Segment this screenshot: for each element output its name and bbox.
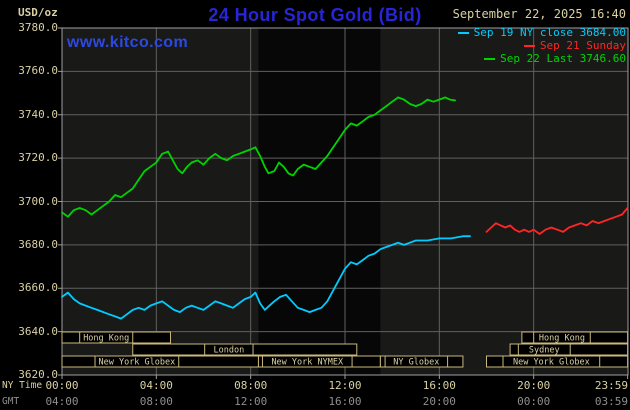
y-axis-tick-label: 3680.0 xyxy=(18,237,58,251)
session-label-box xyxy=(384,355,449,368)
session-label: New York Globex xyxy=(513,358,590,368)
session-label-box xyxy=(79,331,134,344)
session-label-box xyxy=(517,343,571,356)
legend-label: Sep 19 NY close 3684.00 xyxy=(473,26,626,39)
session-label-box xyxy=(533,331,591,344)
x-axis-tick-label: 12:00 xyxy=(328,379,362,392)
x-axis-tick-label: 04:00 xyxy=(139,379,173,392)
y-axis-tick-label: 3660.0 xyxy=(18,281,58,295)
y-axis-tick-label: 3720.0 xyxy=(18,151,58,165)
legend-line-swatch-red xyxy=(523,44,535,47)
legend-line-swatch-cyan xyxy=(457,31,469,34)
x-axis-tick-label: 20:00 xyxy=(517,379,551,392)
legend-line-swatch-green xyxy=(484,57,496,60)
session-label: London xyxy=(213,346,244,356)
session-label: New York Globex xyxy=(98,358,175,368)
legend-label: Sep 22 Last 3746.60 xyxy=(500,52,626,65)
y-axis-tick-label: 3640.0 xyxy=(18,324,58,338)
datetime-label: September 22, 2025 16:40 xyxy=(452,7,626,21)
y-axis-tick-label: 3700.0 xyxy=(18,194,58,208)
session-label: NY Globex xyxy=(393,358,439,368)
session-label-box xyxy=(261,355,353,368)
x-axis-tick-label: 16:00 xyxy=(422,379,456,392)
y-axis-tick-label: 3760.0 xyxy=(18,64,58,78)
x-axis-tick-label: 08:00 xyxy=(234,379,268,392)
x-axis-tick-label: 03:59 xyxy=(594,395,628,408)
x-axis-tick-label: 23:59 xyxy=(594,379,628,392)
legend-item: Sep 21 Sunday xyxy=(458,39,626,52)
chart-title: 24 Hour Spot Gold (Bid) xyxy=(208,5,422,25)
x-axis-tick-label: 08:00 xyxy=(139,395,173,408)
session-label-box xyxy=(94,355,180,368)
session-label: Hong Kong xyxy=(83,334,129,344)
session-label-box xyxy=(502,355,601,368)
units-label: USD/oz xyxy=(18,6,58,19)
series-line-sep-21-sunday xyxy=(485,207,629,235)
session-label: Hong Kong xyxy=(539,334,585,344)
legend: Sep 19 NY close 3684.00 Sep 21 Sunday Se… xyxy=(457,26,626,65)
x-axis-tick-label: 12:00 xyxy=(234,395,268,408)
series-line-sep-19-ny-close xyxy=(61,235,471,320)
session-label: Sydney xyxy=(529,346,560,356)
legend-item: Sep 22 Last 3746.60 xyxy=(458,52,626,65)
y-axis-tick-label: 3740.0 xyxy=(18,107,58,121)
x-axis-tick-label: 16:00 xyxy=(328,395,362,408)
plot-border xyxy=(61,27,629,376)
axis-ticks xyxy=(58,27,629,379)
x-axis-tick-label: 04:00 xyxy=(45,395,79,408)
legend-label: Sep 21 Sunday xyxy=(539,39,626,52)
x-axis-tick-label: 20:00 xyxy=(422,395,456,408)
series-line-sep-22-last xyxy=(61,96,457,218)
ny-time-axis-label: NY Time xyxy=(2,380,43,391)
session-label-box xyxy=(204,343,254,356)
y-axis-tick-label: 3620.0 xyxy=(18,368,58,381)
gmt-axis-label: GMT xyxy=(2,396,20,407)
legend-item: Sep 19 NY close 3684.00 xyxy=(457,26,626,39)
session-label: New York NYMEX xyxy=(271,358,344,368)
grid-lines xyxy=(62,28,628,375)
y-axis-tick-label: 3780.0 xyxy=(18,21,58,34)
x-axis-tick-label: 00:00 xyxy=(517,395,551,408)
x-axis-tick-label: 00:00 xyxy=(45,379,79,392)
kitco-watermark-link[interactable]: www.kitco.com xyxy=(67,34,189,51)
